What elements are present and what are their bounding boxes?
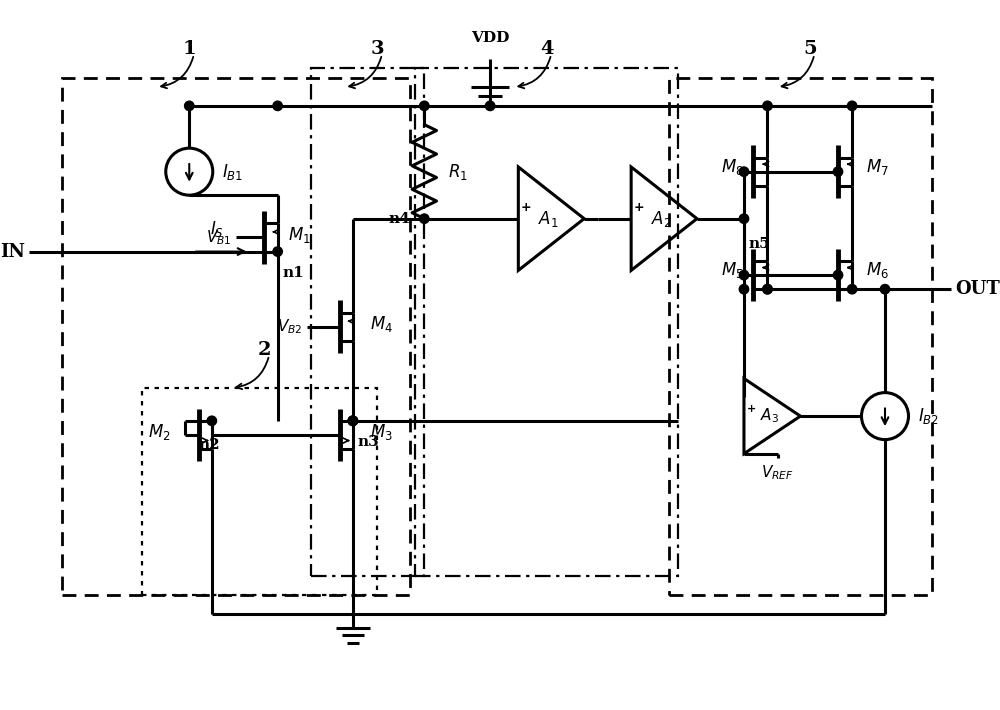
- Circle shape: [185, 101, 194, 111]
- Text: OUT: OUT: [956, 280, 1000, 298]
- Circle shape: [207, 416, 217, 425]
- Text: 5: 5: [803, 40, 817, 58]
- Text: $M_2$: $M_2$: [148, 422, 170, 442]
- Circle shape: [763, 285, 772, 294]
- Text: +: +: [747, 403, 756, 414]
- Text: $M_7$: $M_7$: [866, 157, 889, 177]
- Text: $V_{B1}$: $V_{B1}$: [206, 228, 232, 247]
- Text: $A_2$: $A_2$: [651, 209, 671, 229]
- Text: $M_6$: $M_6$: [866, 261, 889, 280]
- Text: $M_5$: $M_5$: [721, 261, 744, 280]
- Circle shape: [739, 214, 749, 224]
- Text: $A_1$: $A_1$: [538, 209, 558, 229]
- Text: n2: n2: [198, 438, 220, 452]
- Circle shape: [847, 101, 857, 111]
- Text: +: +: [521, 201, 531, 214]
- Circle shape: [880, 285, 890, 294]
- Text: $A_3$: $A_3$: [760, 407, 779, 425]
- Text: VDD: VDD: [471, 31, 509, 45]
- Circle shape: [739, 271, 749, 280]
- Text: $I_{B1}$: $I_{B1}$: [222, 162, 243, 182]
- Text: 4: 4: [540, 40, 553, 58]
- Text: n4: n4: [388, 212, 410, 226]
- Text: n5: n5: [749, 237, 770, 251]
- Circle shape: [348, 416, 358, 425]
- Circle shape: [485, 101, 495, 111]
- Text: $R_1$: $R_1$: [448, 162, 468, 182]
- Circle shape: [420, 214, 429, 224]
- Text: n1: n1: [282, 266, 304, 280]
- Circle shape: [348, 416, 358, 425]
- Text: $V_{REF}$: $V_{REF}$: [761, 463, 794, 482]
- Circle shape: [833, 271, 843, 280]
- Text: 3: 3: [370, 40, 384, 58]
- Text: $V_{B2}$: $V_{B2}$: [277, 317, 302, 336]
- Text: IN: IN: [0, 243, 25, 261]
- Circle shape: [739, 285, 749, 294]
- Circle shape: [348, 416, 358, 425]
- Circle shape: [273, 101, 282, 111]
- Text: $M_4$: $M_4$: [370, 314, 393, 334]
- Text: $M_8$: $M_8$: [721, 157, 744, 177]
- Circle shape: [420, 101, 429, 111]
- Text: $I_{B2}$: $I_{B2}$: [918, 406, 939, 426]
- Circle shape: [739, 167, 749, 176]
- Text: $M_1$: $M_1$: [288, 224, 311, 245]
- Text: $M_3$: $M_3$: [370, 422, 393, 442]
- Circle shape: [833, 167, 843, 176]
- Circle shape: [763, 285, 772, 294]
- Text: +: +: [633, 201, 644, 214]
- Text: 1: 1: [182, 40, 196, 58]
- Text: 2: 2: [258, 342, 271, 359]
- Text: n3: n3: [358, 435, 379, 449]
- Circle shape: [847, 285, 857, 294]
- Circle shape: [273, 247, 282, 256]
- Text: $I_S$: $I_S$: [210, 219, 223, 239]
- Circle shape: [763, 101, 772, 111]
